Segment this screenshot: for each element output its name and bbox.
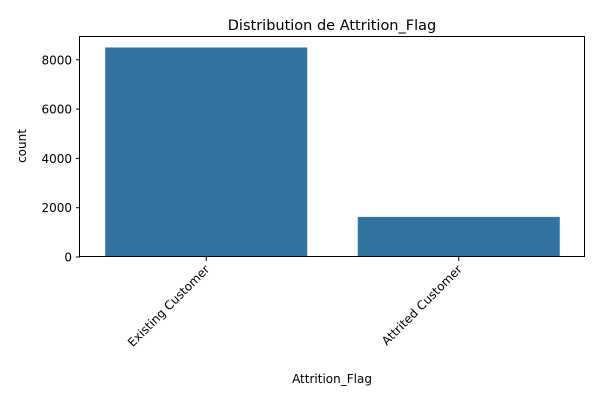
y-tick-label: 0	[64, 251, 72, 265]
axes-frame	[79, 36, 585, 257]
y-axis: 0 2000 4000 6000 8000	[41, 53, 80, 265]
y-tick-label: 2000	[41, 201, 72, 215]
bar-attrited-customer	[357, 216, 560, 257]
x-axis: Existing Customer Attrited Customer	[125, 257, 465, 350]
x-tick-label: Attrited Customer	[379, 262, 465, 348]
y-tick-label: 4000	[41, 152, 72, 166]
y-tick-label: 6000	[41, 103, 72, 117]
y-axis-label: count	[15, 129, 29, 163]
bar-existing-customer	[105, 47, 308, 257]
chart-title: Distribution de Attrition_Flag	[228, 18, 436, 34]
x-axis-label: Attrition_Flag	[292, 372, 372, 386]
y-tick-label: 8000	[41, 53, 72, 67]
bars-layer	[105, 47, 560, 257]
x-tick-label: Existing Customer	[125, 262, 212, 349]
